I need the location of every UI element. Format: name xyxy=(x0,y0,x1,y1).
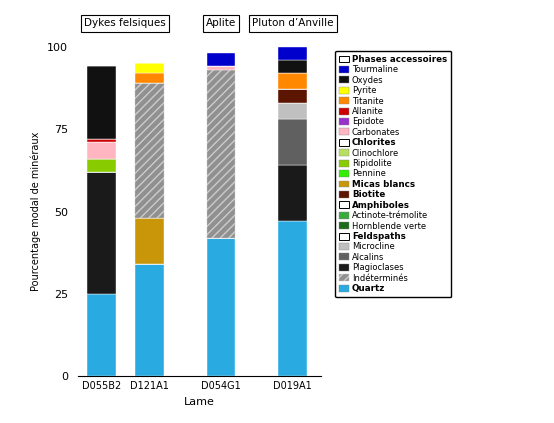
Bar xyxy=(207,238,235,376)
Text: Dykes felsiques: Dykes felsiques xyxy=(84,18,166,28)
Bar xyxy=(87,66,116,139)
Bar xyxy=(278,165,307,221)
Bar xyxy=(278,221,307,376)
Bar xyxy=(87,142,116,159)
Bar xyxy=(135,73,163,83)
Bar xyxy=(135,63,163,73)
Bar xyxy=(87,159,116,172)
Text: Aplite: Aplite xyxy=(206,18,236,28)
Bar xyxy=(87,139,116,142)
Bar xyxy=(278,73,307,89)
Bar xyxy=(207,66,235,70)
Bar xyxy=(278,60,307,73)
Bar xyxy=(207,70,235,238)
Bar xyxy=(87,172,116,294)
Bar xyxy=(207,53,235,66)
Bar xyxy=(135,218,163,264)
Bar xyxy=(135,83,163,218)
Y-axis label: Pourcentage modal de minéraux: Pourcentage modal de minéraux xyxy=(31,132,42,291)
Bar xyxy=(87,294,116,376)
Bar xyxy=(278,89,307,103)
Bar xyxy=(278,47,307,60)
X-axis label: Lame: Lame xyxy=(184,397,215,407)
Text: Pluton d’Anville: Pluton d’Anville xyxy=(252,18,334,28)
Bar xyxy=(135,264,163,376)
Legend: Phases accessoires, Tourmaline, Oxydes, Pyrite, Titanite, Allanite, Epidote, Car: Phases accessoires, Tourmaline, Oxydes, … xyxy=(335,51,452,297)
Bar xyxy=(278,119,307,165)
Bar xyxy=(278,103,307,119)
